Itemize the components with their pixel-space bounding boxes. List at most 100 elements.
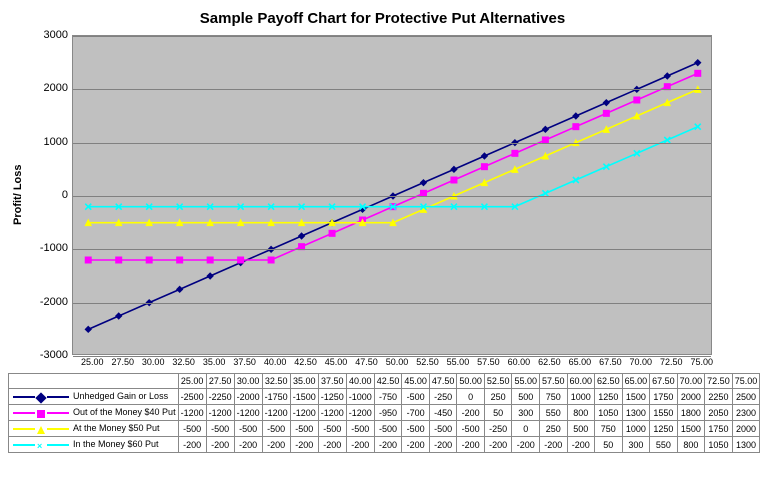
series-name: At the Money $50 Put xyxy=(73,423,160,433)
gridline xyxy=(73,89,711,90)
x-tick-label: 52.50 xyxy=(416,357,439,367)
table-cell: 1250 xyxy=(595,389,623,405)
y-tick-label: 0 xyxy=(62,189,68,201)
marker xyxy=(542,153,548,159)
y-axis: -3000-2000-10000100020003000 xyxy=(28,35,72,355)
table-header-cell: 27.50 xyxy=(206,374,234,389)
table-cell: -500 xyxy=(402,389,430,405)
x-axis-row: 25.0027.5030.0032.5035.0037.5040.0042.50… xyxy=(8,355,757,371)
marker xyxy=(512,150,518,156)
table-cell: 1500 xyxy=(622,389,650,405)
marker xyxy=(695,124,701,130)
marker xyxy=(573,177,579,183)
legend-swatch xyxy=(13,426,69,434)
x-tick-label: 27.50 xyxy=(111,357,134,367)
chart-container: Profit/ Loss -3000-2000-1000010002000300… xyxy=(8,35,757,355)
series-row-header-otm40: Out of the Money $40 Put xyxy=(9,405,179,421)
marker xyxy=(634,97,640,103)
table-header-cell: 55.00 xyxy=(512,374,540,389)
marker xyxy=(146,257,152,263)
x-tick-label: 47.50 xyxy=(355,357,378,367)
table-cell: 1050 xyxy=(705,437,733,453)
plot-area xyxy=(72,35,712,355)
table-cell: -250 xyxy=(429,389,457,405)
y-tick-label: 1000 xyxy=(44,136,68,148)
table-cell: 0 xyxy=(457,389,485,405)
table-header-cell: 47.50 xyxy=(429,374,457,389)
marker xyxy=(664,100,670,106)
table-cell: -500 xyxy=(318,421,346,437)
table-cell: -1200 xyxy=(206,405,234,421)
table-header-cell: 50.00 xyxy=(457,374,485,389)
table-cell: 1000 xyxy=(567,389,595,405)
table-cell: -2000 xyxy=(234,389,262,405)
table-cell: -500 xyxy=(290,421,318,437)
table-row: At the Money $50 Put-500-500-500-500-500… xyxy=(9,421,760,437)
table-cell: -1200 xyxy=(234,405,262,421)
table-cell: 2250 xyxy=(705,389,733,405)
y-tick-label: -3000 xyxy=(40,349,68,361)
table-cell: 1300 xyxy=(622,405,650,421)
marker xyxy=(85,257,91,263)
series-otm40 xyxy=(85,70,701,263)
series-row-header-atm50: At the Money $50 Put xyxy=(9,421,179,437)
table-cell: -1000 xyxy=(346,389,374,405)
table-cell: -750 xyxy=(374,389,402,405)
x-tick-label: 72.50 xyxy=(660,357,683,367)
marker xyxy=(512,166,518,172)
table-cell: -200 xyxy=(484,437,512,453)
table-cell: -500 xyxy=(234,421,262,437)
x-tick-label: 32.50 xyxy=(172,357,195,367)
marker xyxy=(116,313,122,319)
marker xyxy=(207,257,213,263)
x-tick-label: 35.00 xyxy=(203,357,226,367)
table-cell: 300 xyxy=(512,405,540,421)
y-tick-label: 3000 xyxy=(44,29,68,41)
table-cell: -200 xyxy=(290,437,318,453)
table-cell: 2000 xyxy=(677,389,705,405)
table-cell: 1250 xyxy=(650,421,678,437)
table-cell: -2500 xyxy=(178,389,206,405)
table-cell: 750 xyxy=(539,389,567,405)
table-cell: 500 xyxy=(567,421,595,437)
table-cell: 1750 xyxy=(705,421,733,437)
x-tick-label: 40.00 xyxy=(264,357,287,367)
series-name: Unhedged Gain or Loss xyxy=(73,391,168,401)
y-tick-label: 2000 xyxy=(44,82,68,94)
marker xyxy=(481,180,487,186)
table-cell: 550 xyxy=(539,405,567,421)
table-cell: 2050 xyxy=(705,405,733,421)
table-header-cell: 60.00 xyxy=(567,374,595,389)
gridline xyxy=(73,36,711,37)
table-cell: -200 xyxy=(206,437,234,453)
marker xyxy=(116,257,122,263)
table-header-cell: 62.50 xyxy=(595,374,623,389)
table-cell: -1200 xyxy=(346,405,374,421)
legend-swatch: × xyxy=(13,442,69,450)
table-cell: 1000 xyxy=(622,421,650,437)
table-header-cell: 65.00 xyxy=(622,374,650,389)
marker xyxy=(177,286,183,292)
table-header-cell: 67.50 xyxy=(650,374,678,389)
chart-title: Sample Payoff Chart for Protective Put A… xyxy=(8,10,757,27)
table-header-cell: 75.00 xyxy=(732,374,760,389)
marker xyxy=(634,113,640,119)
x-tick-label: 55.00 xyxy=(447,357,470,367)
marker xyxy=(603,110,609,116)
table-cell: -1200 xyxy=(318,405,346,421)
table-cell: 50 xyxy=(484,405,512,421)
marker xyxy=(451,177,457,183)
x-tick-label: 67.50 xyxy=(599,357,622,367)
y-axis-label: Profit/ Loss xyxy=(8,35,28,355)
table-cell: 2500 xyxy=(732,389,760,405)
y-tick-label: -1000 xyxy=(40,242,68,254)
data-table: 25.0027.5030.0032.5035.0037.5040.0042.50… xyxy=(8,373,760,453)
x-tick-label: 65.00 xyxy=(569,357,592,367)
table-cell: -200 xyxy=(402,437,430,453)
series-name: Out of the Money $40 Put xyxy=(73,407,176,417)
table-cell: 1050 xyxy=(595,405,623,421)
marker xyxy=(451,166,457,172)
table-corner-cell xyxy=(9,374,179,389)
table-cell: -950 xyxy=(374,405,402,421)
table-header-cell: 72.50 xyxy=(705,374,733,389)
